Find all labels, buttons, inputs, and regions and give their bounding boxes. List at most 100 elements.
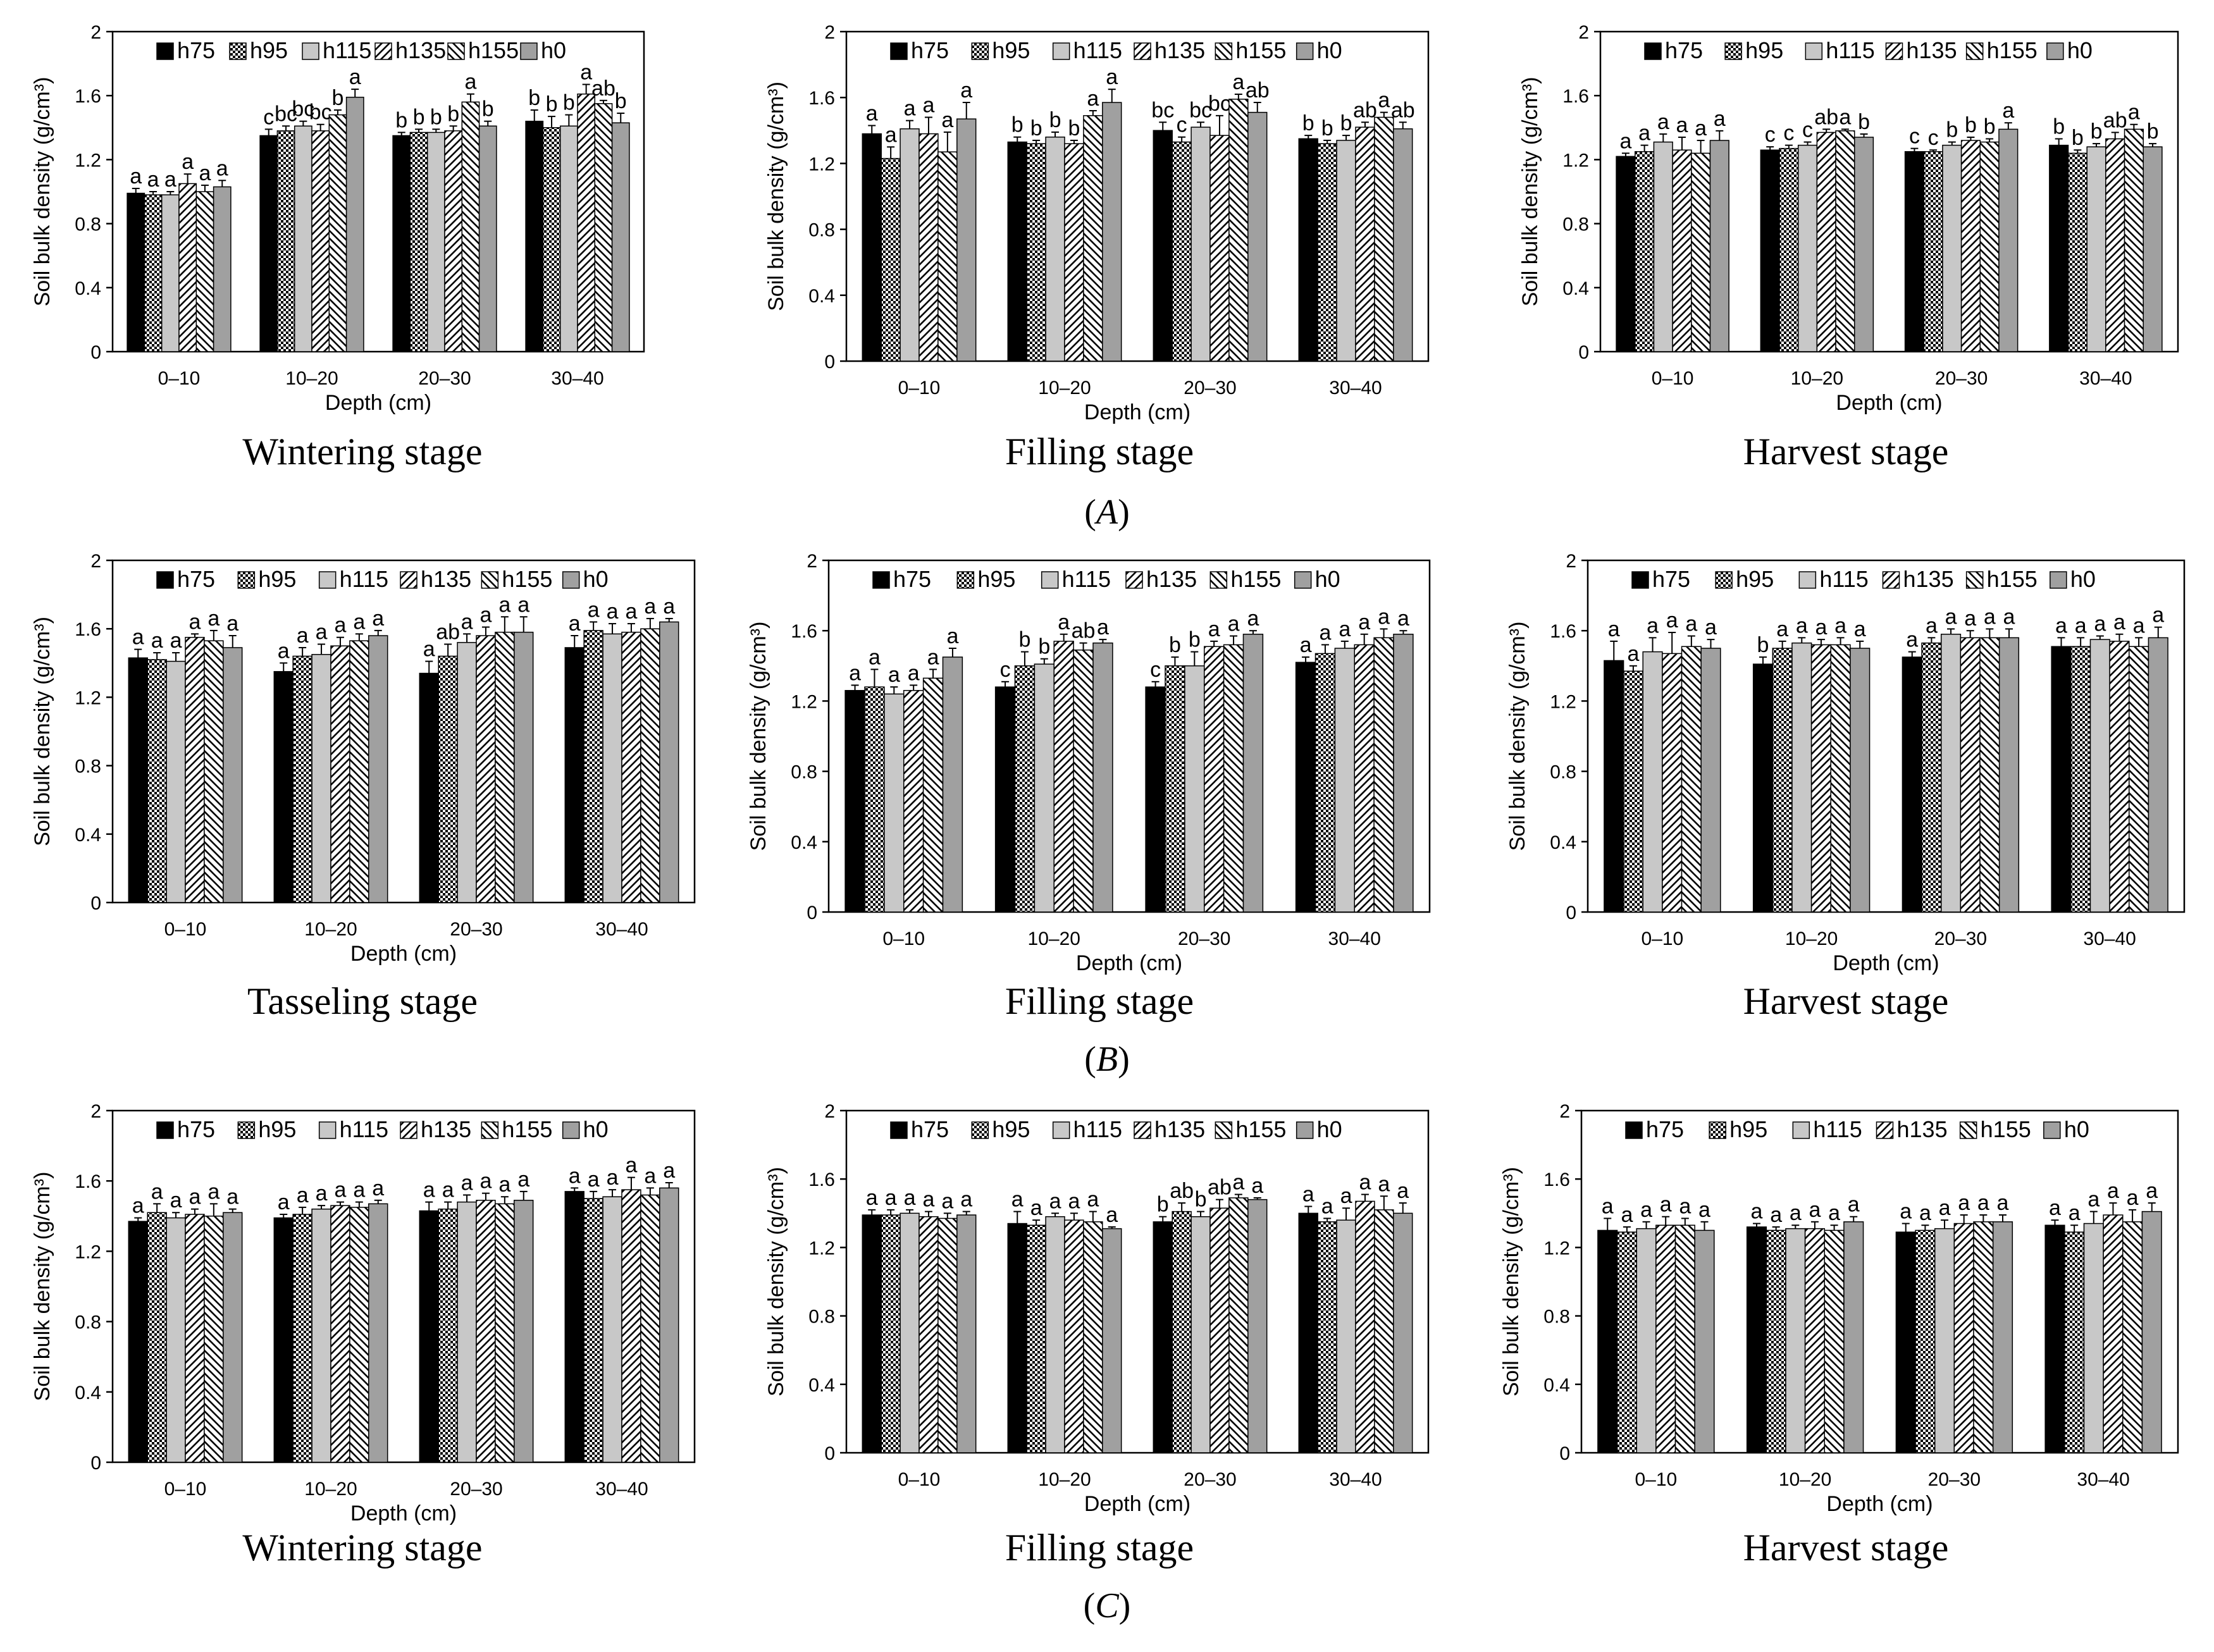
significance-label: a (866, 1186, 878, 1210)
y-tick-label: 0 (824, 352, 835, 373)
significance-label: a (353, 610, 365, 634)
legend-swatch (2046, 42, 2064, 60)
y-tick-label: 0 (90, 342, 101, 363)
chart-panel: 0 0.4 0.8 1.2 1.6 2 Soil bulk density (g/cm³) a… (764, 1101, 1430, 1516)
significance-label: a (1638, 121, 1650, 145)
bar (328, 114, 347, 352)
bar (1616, 156, 1636, 352)
significance-label: a (517, 593, 529, 617)
group-label-suffix: ) (1118, 1040, 1130, 1079)
significance-label: a (941, 108, 953, 132)
significance-label: a (2107, 1179, 2119, 1203)
significance-label: a (1340, 1184, 1352, 1208)
significance-label: a (189, 1185, 201, 1209)
legend-swatch (562, 571, 580, 589)
bar (223, 647, 243, 903)
significance-label: a (1232, 1171, 1244, 1195)
y-tick-label: 1.6 (1562, 86, 1589, 107)
significance-label: a (2152, 603, 2164, 627)
legend-label: h155 (1987, 566, 2038, 592)
legend-label: h155 (1235, 1116, 1286, 1142)
y-axis-label: Soil bulk density (g/cm³) (30, 1172, 54, 1402)
bar (1355, 126, 1375, 362)
bar (602, 1196, 622, 1463)
bar (444, 130, 463, 352)
x-axis-label: Depth (cm) (325, 391, 431, 415)
significance-label: b (331, 86, 343, 110)
significance-label: b (1321, 116, 1333, 140)
y-tick-label: 1.6 (75, 619, 101, 640)
legend-swatch (1625, 1121, 1643, 1139)
bar (213, 186, 232, 352)
x-axis-label: Depth (cm) (1084, 400, 1190, 424)
group-label-letter: C (1095, 1586, 1119, 1625)
bar (1691, 152, 1711, 352)
y-tick-label: 2 (807, 551, 817, 572)
significance-label: a (1698, 1198, 1710, 1222)
y-tick-label: 0 (90, 1453, 101, 1474)
legend-swatch (1709, 1121, 1726, 1139)
y-tick-label: 1.6 (791, 621, 817, 642)
x-tick-label: 30–40 (2079, 368, 2132, 389)
significance-label: a (1030, 1196, 1042, 1220)
y-axis-label: Soil bulk density (g/cm³) (30, 77, 54, 307)
plot-frame (1580, 1109, 2179, 1454)
significance-label: a (644, 595, 656, 619)
significance-label: a (2127, 1186, 2139, 1210)
bar (1298, 138, 1318, 362)
significance-label: c (1000, 658, 1011, 682)
bar (1393, 128, 1413, 362)
y-tick-label: 0.8 (1543, 1307, 1570, 1328)
legend-swatch (956, 571, 975, 589)
y-axis-label: Soil bulk density (g/cm³) (1499, 1167, 1523, 1396)
significance-label: a (1848, 1193, 1860, 1217)
significance-label: c (1783, 121, 1794, 145)
y-tick-label: 0.4 (808, 1375, 835, 1396)
bar (1760, 149, 1780, 352)
bar (292, 655, 312, 903)
bar (457, 642, 477, 903)
significance-label: a (1926, 613, 1938, 638)
legend-swatch (447, 42, 465, 60)
legend-label: h115 (1813, 1116, 1862, 1142)
x-tick-label: 0–10 (1642, 928, 1684, 949)
bar (1992, 1221, 2013, 1453)
bar (1816, 132, 1836, 352)
bar (1973, 1221, 1994, 1453)
bar (1204, 646, 1225, 913)
bar (457, 1201, 477, 1463)
x-tick-label: 10–20 (1791, 368, 1843, 389)
significance-label: a (1302, 1182, 1314, 1206)
x-axis-label: Depth (cm) (350, 942, 457, 966)
significance-label: a (226, 1185, 238, 1209)
y-tick-label: 1.2 (75, 687, 101, 708)
bar (1007, 1223, 1027, 1453)
bar (1153, 130, 1173, 362)
x-tick-label: 20–30 (1928, 1469, 1981, 1490)
legend-label: h115 (340, 1116, 388, 1142)
group-label-suffix: ) (1118, 493, 1130, 532)
significance-label: b (546, 92, 558, 116)
bar (1334, 648, 1355, 913)
legend-label: h95 (1729, 1116, 1767, 1142)
x-tick-label: 20–30 (418, 368, 471, 389)
x-tick-label: 0–10 (164, 1479, 207, 1500)
significance-label: a (946, 624, 958, 648)
y-tick-label: 1.2 (1562, 150, 1589, 171)
significance-label: a (2094, 612, 2106, 636)
bar (1172, 1211, 1192, 1453)
legend-swatch (229, 42, 247, 60)
significance-label: c (1765, 123, 1776, 147)
significance-label: a (1058, 610, 1070, 634)
significance-label: a (1919, 1201, 1931, 1225)
bar (918, 1216, 939, 1453)
significance-label: b (1068, 116, 1080, 140)
legend-label: h95 (977, 566, 1015, 592)
bar (392, 135, 411, 352)
significance-label: a (498, 593, 510, 617)
significance-label: a (1208, 617, 1220, 641)
x-axis-label: Depth (cm) (1076, 951, 1182, 975)
significance-label: a (1106, 1203, 1118, 1227)
legend-swatch (156, 571, 174, 589)
y-tick-label: 0.4 (791, 832, 817, 853)
